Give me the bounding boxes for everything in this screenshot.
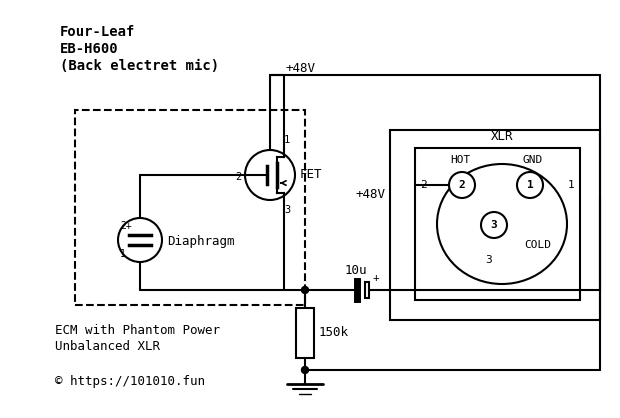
Text: +: +	[373, 273, 379, 283]
Circle shape	[301, 286, 309, 293]
Text: Four-Leaf: Four-Leaf	[60, 25, 135, 39]
Text: Unbalanced XLR: Unbalanced XLR	[55, 341, 160, 354]
Text: +48V: +48V	[355, 189, 385, 201]
Text: COLD: COLD	[524, 240, 551, 250]
Text: 3: 3	[490, 220, 497, 230]
Text: Diaphragm: Diaphragm	[167, 235, 234, 248]
Text: +48V: +48V	[285, 62, 315, 75]
Text: 150k: 150k	[319, 326, 349, 339]
Text: 1: 1	[120, 249, 126, 259]
Text: 10u: 10u	[345, 263, 368, 276]
Text: 2: 2	[459, 180, 466, 190]
Circle shape	[301, 367, 309, 374]
Circle shape	[517, 172, 543, 198]
Text: GND: GND	[523, 155, 543, 165]
Text: 2: 2	[420, 180, 427, 190]
Text: HOT: HOT	[450, 155, 470, 165]
Text: 2+: 2+	[120, 221, 131, 231]
Text: FET: FET	[300, 168, 322, 181]
Circle shape	[449, 172, 475, 198]
Bar	[365, 282, 369, 298]
Text: (Back electret mic): (Back electret mic)	[60, 59, 219, 73]
Text: 1: 1	[284, 135, 290, 145]
Text: 3: 3	[485, 255, 492, 265]
Bar	[296, 308, 314, 358]
Text: EB-H600: EB-H600	[60, 42, 118, 56]
Text: XLR: XLR	[491, 130, 513, 143]
Text: 2: 2	[236, 172, 242, 182]
Text: 1: 1	[526, 180, 533, 190]
Text: 3: 3	[284, 205, 290, 215]
Circle shape	[481, 212, 507, 238]
Text: © https://101010.fun: © https://101010.fun	[55, 375, 205, 388]
Bar	[390, 130, 600, 320]
Text: ECM with Phantom Power: ECM with Phantom Power	[55, 324, 220, 336]
Bar	[415, 148, 580, 300]
Text: 1: 1	[568, 180, 575, 190]
